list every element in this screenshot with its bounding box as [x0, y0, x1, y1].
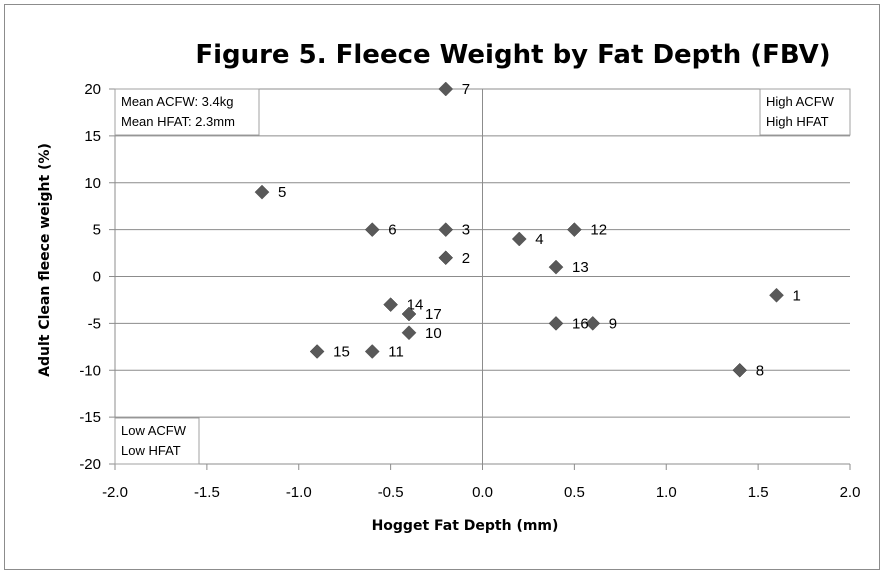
low-quadrant-note: Low ACFW Low HFAT	[114, 417, 200, 465]
data-point-label-3: 3	[462, 222, 470, 239]
data-point-label-12: 12	[590, 222, 607, 239]
data-point-15	[309, 344, 325, 359]
x-tick-labels: -2.0 -1.5 -1.0 -0.5 0.0 0.5 1.0 1.5 2.0	[102, 484, 860, 501]
data-point-label-11: 11	[388, 344, 404, 361]
data-point-17	[401, 306, 417, 322]
data-point-label-13: 13	[572, 259, 589, 276]
x-tick-label: -2.0	[102, 484, 128, 501]
high-quadrant-note-line: High HFAT	[766, 114, 829, 129]
high-quadrant-note: High ACFW High HFAT	[759, 88, 851, 136]
low-quadrant-note-line: Low HFAT	[121, 443, 181, 458]
y-tick-label: -20	[79, 456, 101, 473]
data-point-9	[585, 316, 601, 331]
x-tick-label: -1.5	[194, 484, 220, 501]
data-point-11	[364, 344, 380, 359]
mean-note-line: Mean HFAT: 2.3mm	[121, 114, 235, 129]
axes	[109, 88, 851, 470]
low-quadrant-note-box	[114, 417, 200, 465]
x-tick-label: 0.5	[564, 484, 585, 501]
data-point-label-17: 17	[425, 306, 442, 323]
x-tick-label: -1.0	[286, 484, 312, 501]
y-tick-labels: 20 15 10 5 0 -5 -10 -15 -20	[79, 81, 101, 473]
data-point-7	[438, 81, 454, 97]
y-tick-label: -5	[88, 315, 101, 332]
y-tick-label: 15	[84, 128, 101, 145]
data-point-5	[254, 184, 270, 200]
y-tick-label: 20	[84, 81, 101, 98]
y-tick-label: 0	[93, 269, 101, 286]
data-point-label-8: 8	[756, 362, 764, 379]
scatter-chart: Figure 5. Fleece Weight by Fat Depth (FB…	[37, 40, 860, 534]
y-tick-label: -15	[79, 409, 101, 426]
data-point-14	[383, 297, 398, 312]
low-quadrant-note-line: Low ACFW	[121, 423, 187, 438]
mean-note: Mean ACFW: 3.4kg Mean HFAT: 2.3mm	[114, 88, 260, 136]
x-tick-label: 1.5	[748, 484, 769, 501]
data-point-4	[511, 231, 527, 247]
data-point-label-10: 10	[425, 325, 442, 342]
data-point-10	[401, 325, 417, 341]
high-quadrant-note-line: High ACFW	[766, 94, 835, 109]
y-tick-label: -10	[79, 362, 101, 379]
x-tick-label: -0.5	[378, 484, 404, 501]
x-tick-label: 0.0	[472, 484, 493, 501]
quadrant-notes: Mean ACFW: 3.4kg Mean HFAT: 2.3mm High ACF…	[114, 88, 851, 465]
data-point-3	[438, 222, 454, 237]
data-point-label-6: 6	[388, 222, 396, 239]
data-point-2	[438, 250, 454, 266]
data-point-label-1: 1	[793, 287, 801, 304]
data-point-6	[364, 222, 380, 237]
data-point-label-9: 9	[609, 315, 617, 332]
x-tick-label: 2.0	[840, 484, 861, 501]
data-point-label-7: 7	[462, 81, 470, 98]
data-point-label-2: 2	[462, 250, 470, 267]
chart-title: Figure 5. Fleece Weight by Fat Depth (FB…	[195, 40, 830, 70]
x-axis-label: Hogget Fat Depth (mm)	[372, 518, 559, 534]
mean-note-box	[114, 88, 260, 136]
y-axis-label: Adult Clean fleece weight (%)	[37, 143, 53, 377]
data-point-16	[548, 316, 564, 331]
high-quadrant-note-box	[759, 88, 851, 136]
data-point-label-15: 15	[333, 344, 350, 361]
data-point-1	[769, 287, 784, 303]
data-point-label-4: 4	[535, 231, 543, 248]
y-tick-label: 5	[93, 222, 101, 239]
data-point-label-5: 5	[278, 184, 286, 201]
y-tick-label: 10	[84, 175, 101, 192]
x-tick-label: 1.0	[656, 484, 677, 501]
data-point-label-16: 16	[572, 315, 589, 332]
data-point-8	[732, 362, 748, 378]
chart-frame: Figure 5. Fleece Weight by Fat Depth (FB…	[4, 4, 880, 570]
mean-note-line: Mean ACFW: 3.4kg	[121, 94, 233, 109]
data-point-12	[567, 222, 582, 237]
data-point-13	[548, 259, 564, 275]
